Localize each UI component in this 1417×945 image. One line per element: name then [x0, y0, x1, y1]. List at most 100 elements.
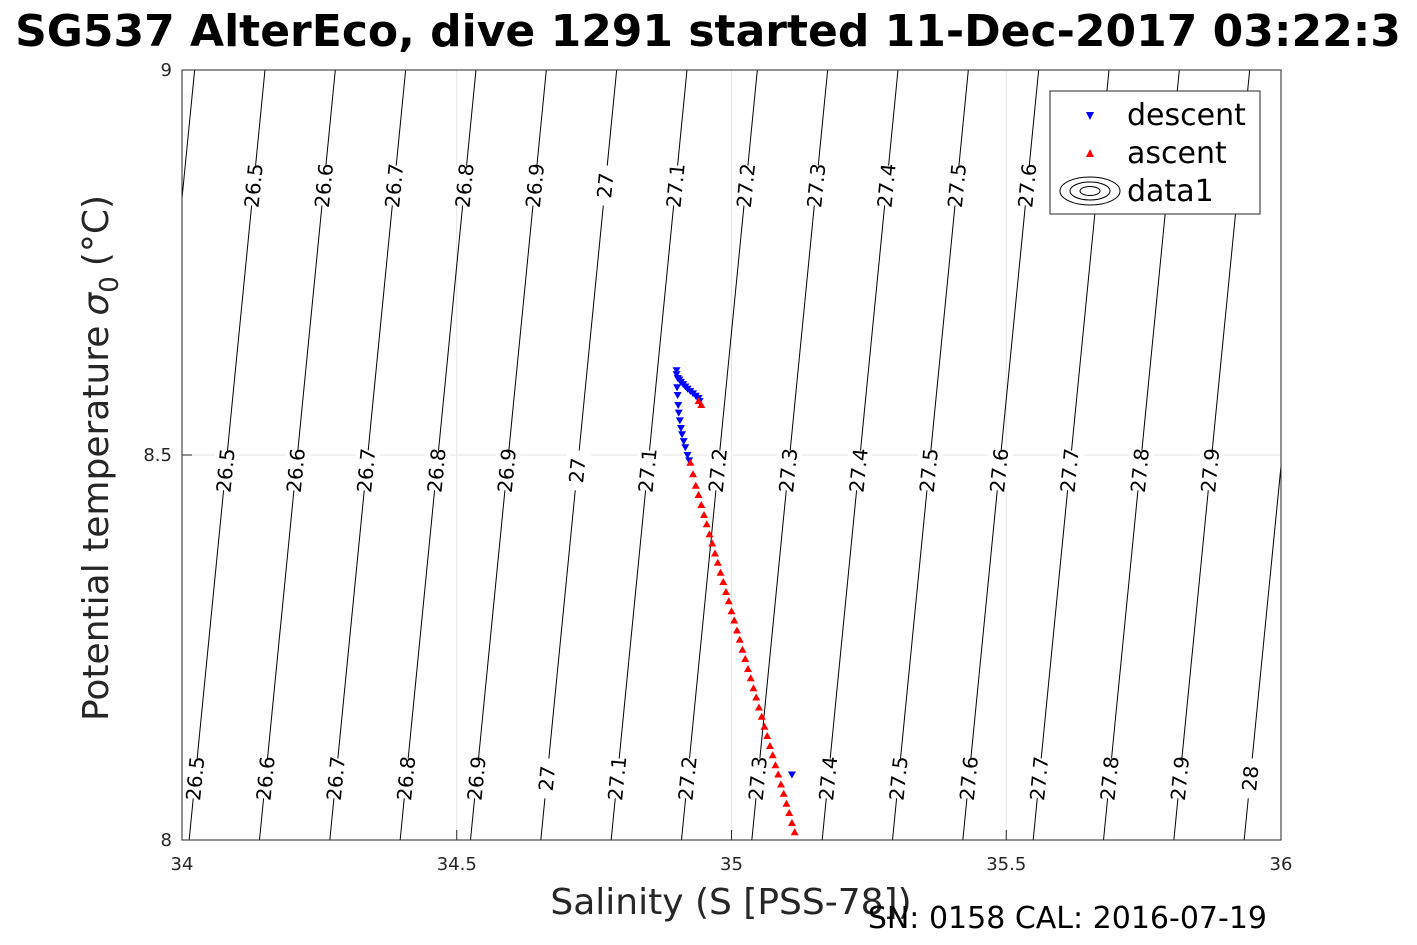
ascent-point: [741, 655, 750, 663]
contour-label-text: 27.6: [1013, 162, 1041, 209]
ascent-point: [732, 626, 741, 634]
ascent-point: [743, 665, 752, 673]
contour-label-text: 27.5: [915, 447, 943, 494]
contour-label-26.8: 26.8: [392, 755, 420, 802]
contour-label-27.2: 27.2: [673, 755, 701, 802]
ascent-point: [727, 607, 736, 615]
contour-label-text: 27.2: [732, 162, 760, 209]
contour-label-bg: [703, 449, 732, 492]
contour-label-27.1: 27.1: [603, 755, 631, 802]
ascent-point: [686, 458, 695, 466]
y-axis-label-sub: 0: [95, 276, 125, 293]
ascent-point: [716, 568, 725, 576]
contour-label-text: 26.9: [493, 447, 521, 494]
y-tick-label: 9: [161, 60, 172, 81]
contour-label-27: 27: [532, 757, 561, 800]
data-points: [672, 367, 799, 836]
contour-label-text: 27.7: [1025, 755, 1053, 802]
ascent-point: [700, 511, 709, 519]
contour-label-bg: [661, 164, 690, 207]
chart-title: SG537 AlterEco, dive 1291 started 11-Dec…: [15, 6, 1401, 57]
ascent-point: [697, 501, 706, 509]
contour-label-bg: [872, 164, 901, 207]
contour-label-27.7: 27.7: [1025, 755, 1053, 802]
contour-label-bg: [492, 449, 521, 492]
contour-label-text: 27.8: [1126, 447, 1154, 494]
ascent-point: [749, 684, 758, 692]
descent-point: [673, 391, 682, 399]
contour-label-bg: [239, 164, 268, 207]
ascent-point: [776, 780, 785, 788]
contour-label-27.9: 27.9: [1196, 447, 1224, 494]
contour-label-bg: [1126, 449, 1154, 492]
contour-label-26.7: 26.7: [322, 755, 350, 802]
contour-label-27.6: 27.6: [955, 755, 983, 802]
ascent-point: [779, 789, 788, 797]
contour-label-bg: [181, 757, 210, 800]
contour-line-28: [1243, 461, 1281, 840]
ascent-point: [722, 588, 731, 596]
contour-label-bg: [814, 757, 843, 800]
contour-label-bg: [1013, 164, 1042, 207]
contour-label-28: 28: [1236, 757, 1265, 800]
contour-label-text: 26.7: [380, 162, 408, 209]
ascent-point: [738, 645, 747, 653]
contour-label-bg: [521, 164, 549, 207]
contour-label-bg: [310, 164, 338, 207]
ascent-point: [754, 703, 763, 711]
contour-label-text: 27: [534, 765, 560, 793]
contour-label-bg: [321, 757, 350, 800]
contour-label-text: 27.1: [603, 755, 631, 802]
ascent-point: [768, 751, 777, 759]
ascent-point: [719, 578, 728, 586]
contour-label-text: 27.3: [774, 447, 802, 494]
ascent-point: [691, 481, 700, 489]
ascent-point: [713, 558, 722, 566]
ascent-point: [763, 732, 772, 740]
contour-label-26.6: 26.6: [251, 755, 279, 802]
contour-label-text: 26.7: [322, 755, 350, 802]
contour-label-bg: [732, 164, 760, 207]
contour-label-26.8: 26.8: [422, 447, 450, 494]
legend: descent ascent data1: [1049, 90, 1261, 215]
contour-label-text: 27.3: [744, 755, 772, 802]
contour-label-text: 27.1: [633, 447, 661, 494]
contour-label-27.3: 27.3: [774, 447, 802, 494]
contour-label-bg: [673, 757, 702, 800]
contour-label-text: 27.5: [943, 162, 971, 209]
contour-label-27.2: 27.2: [704, 447, 732, 494]
descent-point: [672, 371, 681, 379]
contour-label-bg: [281, 449, 310, 492]
ascent-point: [694, 491, 703, 499]
ascent-point: [697, 400, 706, 408]
ascent-point: [774, 770, 783, 778]
contour-label-26.6: 26.6: [282, 447, 310, 494]
ascent-point: [724, 597, 733, 605]
legend-ascent-label: ascent: [1127, 136, 1227, 171]
contour-label-text: 27.9: [1196, 447, 1224, 494]
ascent-point: [730, 616, 739, 624]
density-contour-labels: 26.5 26.6 26.7 26.8 26.9 27 27.1 27.2 27.3 27.4 27…: [181, 162, 1265, 802]
contour-label-bg: [591, 164, 620, 207]
contour-label-27.1: 27.1: [633, 447, 661, 494]
contour-label-bg: [915, 449, 943, 492]
ascent-point: [765, 742, 774, 750]
contour-label-bg: [1166, 757, 1194, 800]
ascent-point: [752, 693, 761, 701]
y-axis-ticks: 88.59: [143, 60, 192, 851]
contour-label-bg: [985, 449, 1014, 492]
contour-label-27.7: 27.7: [1055, 447, 1083, 494]
contour-label-bg: [1055, 449, 1084, 492]
y-tick-label: 8: [161, 830, 172, 851]
x-tick-label: 34: [171, 854, 194, 875]
ascent-point: [787, 819, 796, 827]
x-tick-label: 35.5: [986, 854, 1026, 875]
legend-ascent-marker: [1086, 149, 1094, 157]
contour-label-27.6: 27.6: [1013, 162, 1041, 209]
descent-point: [683, 452, 692, 459]
contour-label-bg: [462, 757, 491, 800]
contour-label-text: 26.8: [422, 447, 450, 494]
contour-label-bg: [884, 757, 913, 800]
descent-point: [679, 438, 688, 446]
contour-label-text: 26.9: [521, 162, 549, 209]
